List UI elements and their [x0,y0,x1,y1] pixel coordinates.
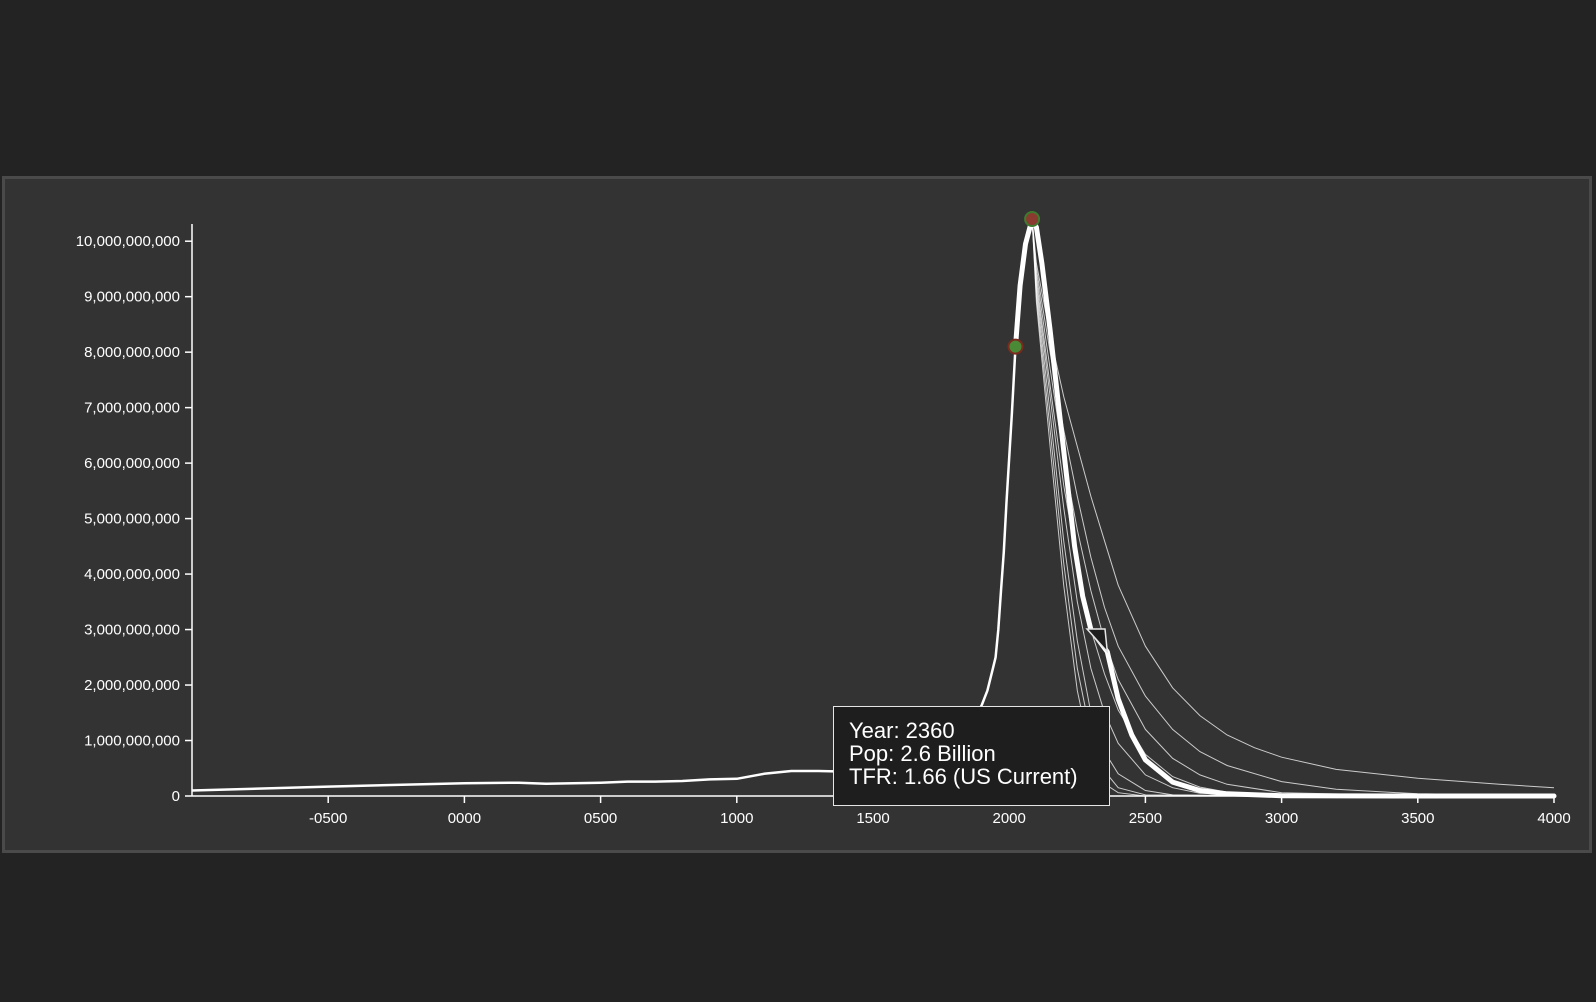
projection-line-thin[interactable] [1031,218,1554,797]
projection-line-thin[interactable] [1031,218,1554,797]
y-tick-label: 7,000,000,000 [84,400,180,417]
projection-line-thin[interactable] [1031,218,1555,797]
projection-line-thin[interactable] [1031,218,1555,789]
projection-line-thin[interactable] [1031,218,1555,797]
x-tick-label: 0000 [448,810,481,827]
y-tick-label: 3,000,000,000 [84,622,180,639]
x-tick-label: 0500 [584,810,617,827]
x-tick-label: -0500 [309,810,347,827]
y-tick-label: 10,000,000,000 [76,233,180,250]
current-population-marker[interactable] [1007,338,1024,355]
chart-panel: 0 1,000,000,000 2,000,000,000 3,000,000,000… [2,176,1592,853]
x-tick-label: 4000 [1537,810,1570,827]
projection-line-thin[interactable] [1031,218,1555,797]
x-tick-label: 1000 [720,810,753,827]
y-tick-label: 5,000,000,000 [84,511,180,528]
x-tick-label: 1500 [856,810,889,827]
y-tick-label: 9,000,000,000 [84,289,180,306]
x-tick-label: 2000 [993,810,1026,827]
y-tick-label: 4,000,000,000 [84,566,180,583]
y-tick-label: 0 [172,788,180,805]
tooltip-tfr: TFR: 1.66 (US Current) [849,764,1078,789]
markers-layer [1007,211,1041,355]
projection-line-thin[interactable] [1031,218,1554,797]
y-tick-label: 2,000,000,000 [84,677,180,694]
x-tick-label: 3000 [1265,810,1298,827]
tooltip-year: Year: 2360 [849,718,955,743]
population-chart: 0 1,000,000,000 2,000,000,000 3,000,000,000… [76,211,1571,827]
peak-population-marker[interactable] [1024,211,1041,227]
tooltip-pointer [1085,628,1109,655]
axes-layer: 0 1,000,000,000 2,000,000,000 3,000,000,000… [76,224,1571,827]
x-tick-label: 2500 [1129,810,1162,827]
tooltip: Year: 2360 Pop: 2.6 Billion TFR: 1.66 (U… [833,706,1110,806]
x-tick-label: 3500 [1401,810,1434,827]
y-tick-label: 8,000,000,000 [84,344,180,361]
tooltip-pop: Pop: 2.6 Billion [849,741,996,766]
y-tick-label: 1,000,000,000 [84,733,180,750]
projection-line-thin[interactable] [1031,218,1554,797]
y-tick-label: 6,000,000,000 [84,455,180,472]
